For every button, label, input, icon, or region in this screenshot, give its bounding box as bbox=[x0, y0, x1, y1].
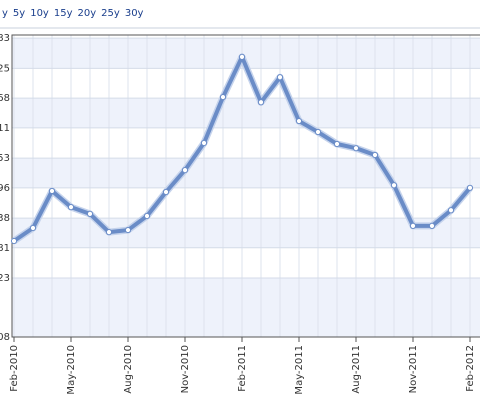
data-point bbox=[67, 204, 75, 211]
data-point bbox=[333, 140, 341, 148]
x-tick-label: Feb-2011 bbox=[237, 345, 248, 392]
range-button[interactable]: 25y bbox=[101, 8, 120, 19]
data-point bbox=[238, 53, 246, 61]
x-tick-label: Feb-2012 bbox=[465, 345, 476, 392]
range-button[interactable]: 5y bbox=[13, 8, 25, 19]
range-button[interactable]: 15y bbox=[54, 8, 73, 19]
y-tick-label: 81 bbox=[0, 243, 10, 254]
x-tick-label: Aug-2011 bbox=[351, 345, 362, 394]
data-point bbox=[257, 99, 265, 106]
data-point bbox=[371, 151, 379, 159]
data-point bbox=[276, 74, 284, 81]
y-tick-label: 96 bbox=[0, 183, 10, 194]
x-tick-label: May-2011 bbox=[294, 345, 305, 395]
data-point bbox=[29, 224, 37, 232]
range-button[interactable]: y bbox=[2, 8, 8, 19]
x-tick-label: May-2010 bbox=[66, 345, 77, 395]
data-point bbox=[390, 182, 398, 189]
range-button[interactable]: 30y bbox=[125, 8, 144, 19]
data-point bbox=[295, 117, 303, 125]
data-point bbox=[352, 145, 360, 152]
y-tick-label: 68 bbox=[0, 93, 10, 104]
data-point bbox=[10, 237, 18, 245]
y-tick-label: 11 bbox=[0, 123, 10, 134]
data-point bbox=[48, 187, 56, 195]
data-point bbox=[428, 222, 436, 230]
range-buttons: y 5y 10y 15y 20y 25y 30y bbox=[2, 8, 144, 19]
data-point bbox=[200, 139, 208, 147]
y-tick-label: 53 bbox=[0, 153, 10, 164]
grid-band bbox=[12, 278, 480, 337]
data-point bbox=[409, 222, 417, 230]
data-point bbox=[181, 166, 189, 174]
y-tick-label: 83 bbox=[0, 33, 10, 44]
y-tick-label: 38 bbox=[0, 213, 10, 224]
data-point bbox=[466, 184, 474, 191]
x-tick-label: Feb-2010 bbox=[9, 345, 20, 392]
range-button[interactable]: 10y bbox=[30, 8, 49, 19]
data-point bbox=[143, 212, 151, 220]
grid-band bbox=[12, 158, 480, 188]
data-point bbox=[124, 226, 132, 234]
data-point bbox=[447, 207, 455, 214]
grid-band bbox=[12, 98, 480, 128]
x-tick-label: Aug-2010 bbox=[123, 345, 134, 394]
plot-frame bbox=[11, 34, 480, 338]
y-tick-label: 08 bbox=[0, 332, 10, 343]
data-point bbox=[86, 210, 94, 218]
data-point bbox=[314, 128, 322, 136]
y-tick-label: 23 bbox=[0, 273, 10, 284]
range-button[interactable]: 20y bbox=[78, 8, 97, 19]
x-tick-label: Nov-2011 bbox=[408, 345, 419, 393]
data-point bbox=[105, 229, 113, 236]
data-point bbox=[219, 93, 227, 101]
x-tick-label: Nov-2010 bbox=[180, 345, 191, 393]
y-tick-label: 25 bbox=[0, 63, 10, 74]
data-point bbox=[162, 188, 170, 196]
